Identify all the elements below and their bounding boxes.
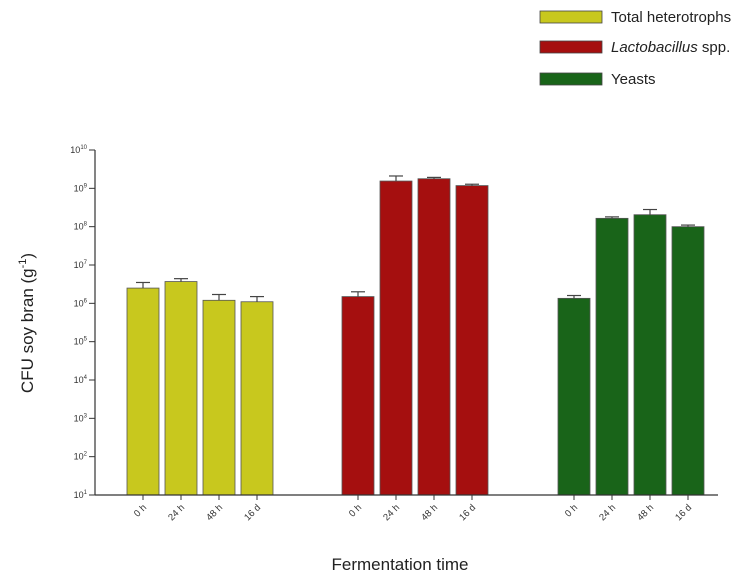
y-tick-label: 104 (74, 375, 88, 385)
legend-label: Total heterotrophs (611, 9, 731, 26)
y-tick-base: 10 (74, 375, 84, 385)
x-tick-label: 24 h (381, 502, 402, 523)
y-tick-base: 10 (74, 298, 84, 308)
y-tick-label: 106 (74, 298, 88, 308)
y-tick-label: 109 (74, 183, 88, 193)
legend-item: Total heterotrophs (539, 9, 731, 26)
legend: Total heterotrophs Lactobacillus spp. Yeas… (539, 9, 731, 88)
x-tick-label: 48 h (419, 502, 440, 523)
bar (671, 226, 705, 496)
y-tick-label: 108 (74, 222, 88, 232)
y-axis-title-suffix: ) (18, 253, 37, 259)
x-tick-label: 16 d (242, 502, 263, 523)
bar-group-3 (557, 208, 705, 496)
y-tick-label: 103 (74, 413, 88, 423)
y-tick-exponent: 6 (84, 298, 88, 304)
legend-label: Yeasts (611, 71, 655, 88)
y-tick-base: 10 (74, 222, 84, 232)
legend-label: Lactobacillus spp. (611, 39, 730, 56)
y-tick-exponent: 1 (84, 490, 88, 496)
bar (341, 296, 375, 496)
bar (417, 178, 451, 496)
y-tick-base: 10 (74, 490, 84, 500)
y-tick-base: 10 (74, 452, 84, 462)
y-tick-label: 102 (74, 452, 88, 462)
y-tick-exponent: 3 (84, 413, 88, 419)
bar (595, 217, 629, 496)
y-tick-label: 105 (74, 337, 88, 347)
y-tick-exponent: 4 (84, 375, 88, 381)
y-tick-exponent: 5 (84, 337, 88, 343)
bar (455, 185, 489, 496)
y-axis-title: CFU soy bran (g-1) (17, 253, 37, 393)
bar (240, 301, 274, 496)
y-tick-base: 10 (74, 413, 84, 423)
legend-item: Lactobacillus spp. (539, 39, 730, 56)
y-tick-exponent: 8 (84, 222, 88, 228)
legend-label-suffix: spp. (698, 39, 731, 56)
y-tick-exponent: 10 (80, 145, 87, 151)
bar (164, 281, 198, 496)
y-tick-base: 10 (74, 260, 84, 270)
bar-group-2 (341, 175, 489, 496)
x-axis: 0 h 24 h 48 h 16 d 0 h 24 h 48 h 16 d 0 h 24 h 48 … (95, 494, 718, 523)
x-tick-label: 48 h (204, 502, 225, 523)
y-tick-label: 101 (74, 490, 88, 500)
bar (126, 287, 160, 496)
x-axis-title: Fermentation time (332, 555, 469, 574)
y-tick-base: 10 (70, 145, 80, 155)
x-tick-label: 16 d (673, 502, 694, 523)
bar (202, 299, 236, 496)
y-tick-exponent: 2 (84, 452, 88, 458)
y-tick-exponent: 7 (84, 260, 88, 266)
bar-group-1 (126, 278, 274, 496)
legend-label-italic: Lactobacillus (611, 39, 698, 56)
y-axis-title-exp: -1 (17, 259, 29, 269)
x-tick-label: 0 h (347, 502, 364, 519)
legend-item: Yeasts (539, 71, 655, 88)
legend-swatch (539, 10, 603, 24)
legend-swatch (539, 40, 603, 54)
y-tick-exponent: 9 (84, 183, 88, 189)
y-axis-title-prefix: CFU soy bran (g (18, 268, 37, 393)
x-tick-label: 24 h (166, 502, 187, 523)
y-tick-label: 107 (74, 260, 88, 270)
bar (633, 214, 667, 496)
bars (126, 175, 705, 496)
x-tick-label: 0 h (563, 502, 580, 519)
legend-swatch (539, 72, 603, 86)
x-tick-label: 24 h (597, 502, 618, 523)
x-tick-label: 0 h (132, 502, 149, 519)
bar (379, 180, 413, 496)
bar (557, 297, 591, 496)
y-tick-base: 10 (74, 337, 84, 347)
y-tick-label: 1010 (70, 145, 87, 155)
x-tick-label: 16 d (457, 502, 478, 523)
x-tick-label: 48 h (635, 502, 656, 523)
y-tick-base: 10 (74, 183, 84, 193)
